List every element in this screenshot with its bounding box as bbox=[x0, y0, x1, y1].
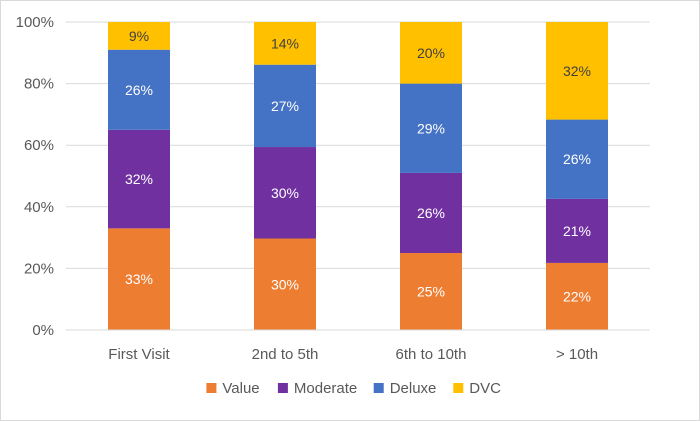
legend: Value Moderate Deluxe DVC bbox=[206, 380, 501, 397]
data-label: 32% bbox=[563, 63, 591, 79]
x-tick-label: > 10th bbox=[556, 346, 598, 363]
bar-segment-moderate bbox=[108, 129, 170, 229]
legend-label: DVC bbox=[469, 380, 501, 397]
data-label: 27% bbox=[271, 98, 299, 114]
data-label: 21% bbox=[563, 223, 591, 239]
x-tick-label: First Visit bbox=[108, 346, 170, 363]
data-label: 30% bbox=[271, 185, 299, 201]
data-label: 9% bbox=[129, 28, 149, 44]
x-tick-label: 2nd to 5th bbox=[252, 346, 319, 363]
legend-swatch-value bbox=[206, 383, 217, 393]
bar-segment-moderate bbox=[400, 172, 462, 253]
data-label: 30% bbox=[271, 276, 299, 292]
bar-segment-dvc bbox=[400, 22, 462, 84]
bar-segment-deluxe bbox=[546, 119, 608, 199]
y-tick-label: 60% bbox=[24, 137, 54, 154]
data-label: 29% bbox=[417, 120, 445, 136]
data-label: 32% bbox=[125, 171, 153, 187]
bar-segment-deluxe bbox=[108, 49, 170, 130]
x-tick-label: 6th to 10th bbox=[396, 346, 467, 363]
bar-segment-dvc bbox=[108, 22, 170, 50]
data-label: 26% bbox=[563, 151, 591, 167]
data-label: 33% bbox=[125, 271, 153, 287]
legend-swatch-moderate bbox=[277, 383, 288, 393]
x-axis: First Visit 2nd to 5th 6th to 10th > 10th bbox=[66, 329, 650, 363]
bar-segment-moderate bbox=[546, 198, 608, 263]
data-label: 26% bbox=[125, 82, 153, 98]
y-tick-label: 0% bbox=[32, 322, 54, 339]
y-tick-label: 80% bbox=[24, 76, 54, 93]
y-tick-label: 20% bbox=[24, 260, 54, 277]
data-label: 20% bbox=[417, 45, 445, 61]
data-label: 25% bbox=[417, 284, 445, 300]
y-tick-label: 100% bbox=[16, 14, 54, 31]
bar-segment-moderate bbox=[254, 147, 316, 239]
data-label: 26% bbox=[417, 205, 445, 221]
legend-label: Deluxe bbox=[390, 380, 437, 397]
bar-segment-value bbox=[400, 253, 462, 330]
bar-segment-dvc bbox=[546, 22, 608, 120]
legend-swatch-dvc bbox=[453, 383, 464, 393]
bar-segment-deluxe bbox=[400, 83, 462, 173]
bar-segment-value bbox=[546, 262, 608, 330]
y-axis: 0% 20% 40% 60% 80% 100% bbox=[16, 14, 54, 339]
y-tick-label: 40% bbox=[24, 199, 54, 216]
data-label: 22% bbox=[563, 288, 591, 304]
legend-label: Value bbox=[222, 380, 259, 397]
bars: 33% 32% 26% 9% 30% 30% 27% 14% 25% 26% 29% 20% 22% 21… bbox=[108, 22, 608, 330]
data-label: 14% bbox=[271, 35, 299, 51]
bar-segment-deluxe bbox=[254, 64, 316, 148]
bar-segment-dvc bbox=[254, 22, 316, 65]
legend-label: Moderate bbox=[294, 380, 357, 397]
legend-swatch-deluxe bbox=[373, 383, 384, 393]
bar-segment-value bbox=[254, 238, 316, 330]
bar-segment-value bbox=[108, 228, 170, 330]
